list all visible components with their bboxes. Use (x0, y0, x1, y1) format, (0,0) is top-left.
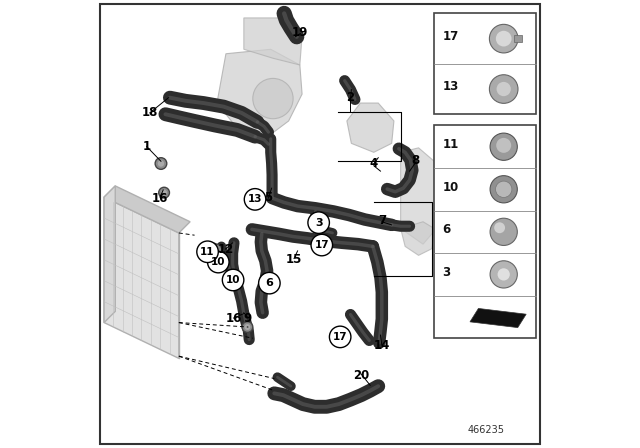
Polygon shape (244, 18, 302, 65)
Circle shape (218, 256, 224, 262)
Text: 4: 4 (370, 157, 378, 171)
Text: 19: 19 (292, 26, 308, 39)
Text: 3: 3 (442, 266, 451, 279)
Circle shape (213, 247, 220, 253)
Text: 10: 10 (442, 181, 458, 194)
Circle shape (496, 138, 511, 153)
Circle shape (311, 234, 333, 256)
Text: 16: 16 (152, 192, 168, 206)
Circle shape (259, 272, 280, 294)
Circle shape (490, 261, 517, 288)
Circle shape (161, 190, 167, 196)
Circle shape (308, 212, 330, 233)
Text: 16: 16 (225, 312, 242, 326)
Circle shape (244, 324, 250, 330)
Text: 6: 6 (266, 278, 273, 288)
Circle shape (330, 326, 351, 348)
Circle shape (214, 253, 227, 265)
Circle shape (495, 181, 512, 198)
Text: 7: 7 (378, 214, 386, 227)
Text: 11: 11 (442, 138, 458, 151)
Polygon shape (217, 49, 302, 134)
Circle shape (494, 222, 505, 233)
Polygon shape (347, 103, 394, 152)
Circle shape (210, 244, 222, 256)
Circle shape (253, 78, 293, 119)
Text: 17: 17 (314, 240, 329, 250)
Polygon shape (104, 186, 115, 323)
Text: 6: 6 (442, 223, 451, 236)
Circle shape (242, 322, 253, 332)
Text: 3: 3 (315, 218, 323, 228)
Text: 14: 14 (374, 339, 390, 353)
Polygon shape (401, 222, 435, 255)
Bar (514, 35, 522, 42)
Text: 10: 10 (226, 275, 241, 285)
Text: 2: 2 (346, 91, 355, 104)
Circle shape (490, 75, 518, 103)
Polygon shape (104, 197, 179, 358)
Circle shape (496, 31, 511, 47)
Circle shape (155, 158, 167, 169)
Circle shape (490, 133, 517, 160)
Circle shape (490, 218, 517, 246)
Text: 12: 12 (218, 242, 234, 256)
Text: 18: 18 (141, 106, 158, 120)
Text: 11: 11 (200, 247, 215, 257)
Circle shape (222, 269, 244, 291)
Text: 10: 10 (211, 257, 225, 267)
Text: 13: 13 (248, 194, 262, 204)
Circle shape (207, 251, 229, 273)
Bar (435, 13, 536, 114)
Circle shape (497, 82, 511, 96)
Text: 17: 17 (442, 30, 458, 43)
Circle shape (196, 241, 218, 263)
Text: 1: 1 (143, 140, 150, 153)
Circle shape (157, 160, 164, 167)
Circle shape (490, 176, 517, 203)
Circle shape (497, 268, 510, 280)
Text: 15: 15 (286, 253, 302, 266)
Text: 13: 13 (442, 80, 458, 93)
Bar (435, 125, 536, 338)
Circle shape (490, 24, 518, 53)
Polygon shape (104, 186, 190, 233)
Polygon shape (401, 148, 436, 244)
Polygon shape (470, 308, 526, 327)
Text: 5: 5 (264, 190, 273, 204)
Circle shape (244, 189, 266, 210)
Text: 9: 9 (243, 311, 252, 325)
Text: 8: 8 (412, 154, 420, 168)
Circle shape (159, 187, 170, 198)
Text: 466235: 466235 (467, 425, 504, 435)
Text: 20: 20 (353, 369, 369, 382)
Text: 17: 17 (333, 332, 348, 342)
